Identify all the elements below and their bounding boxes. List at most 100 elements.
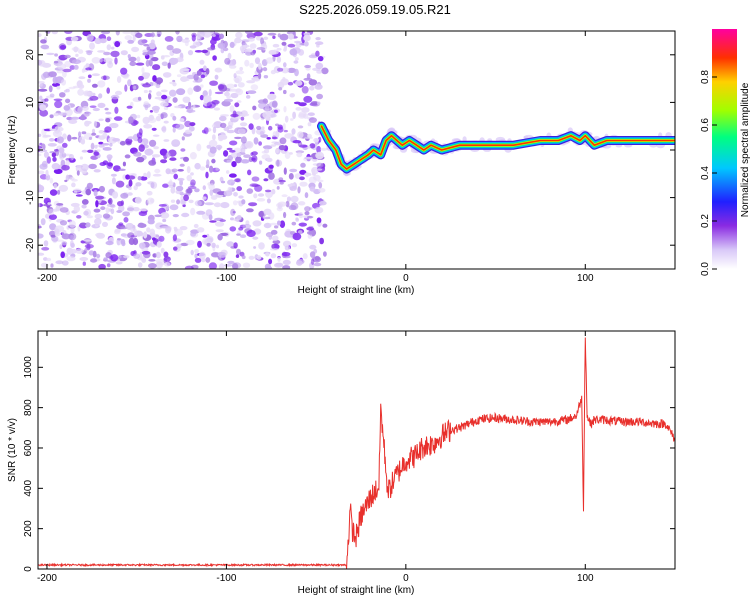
- noise-blob: [38, 33, 42, 37]
- noise-blob: [145, 59, 150, 67]
- noise-blob: [53, 183, 57, 189]
- noise-blob: [86, 182, 93, 190]
- noise-blob: [161, 226, 170, 229]
- noise-blob: [54, 149, 59, 152]
- noise-blob: [128, 186, 132, 190]
- noise-blob: [127, 39, 135, 44]
- noise-blob: [177, 177, 185, 181]
- noise-blob: [39, 83, 43, 87]
- noise-blob: [174, 228, 184, 236]
- noise-blob: [197, 31, 205, 38]
- noise-blob: [270, 144, 277, 147]
- noise-blob: [313, 138, 320, 143]
- noise-blob: [140, 176, 148, 181]
- noise-blob: [73, 107, 82, 114]
- noise-blob: [194, 249, 200, 254]
- noise-blob: [76, 170, 80, 176]
- noise-blob: [154, 214, 162, 218]
- noise-blob: [306, 227, 315, 231]
- noise-blob: [276, 206, 283, 212]
- noise-blob: [253, 246, 257, 249]
- noise-blob: [238, 195, 244, 199]
- noise-blob: [214, 67, 223, 73]
- noise-blob: [188, 101, 192, 108]
- snr-line: [38, 337, 675, 569]
- noise-blob: [262, 145, 273, 150]
- noise-blob: [213, 202, 222, 208]
- noise-blob: [128, 237, 135, 245]
- noise-blob: [84, 244, 94, 249]
- noise-blob: [202, 234, 208, 238]
- noise-blob: [149, 110, 153, 113]
- noise-blob: [208, 139, 218, 147]
- noise-blob: [296, 260, 303, 266]
- noise-blob: [211, 158, 216, 164]
- noise-blob: [101, 143, 110, 146]
- noise-blob: [98, 141, 104, 145]
- noise-blob: [39, 104, 47, 111]
- noise-blob: [295, 107, 302, 111]
- noise-blob: [305, 172, 309, 178]
- noise-blob: [97, 50, 106, 53]
- noise-blob: [38, 184, 45, 192]
- noise-blob: [208, 89, 212, 97]
- noise-blob: [287, 81, 294, 86]
- noise-blob: [46, 52, 55, 56]
- noise-blob: [61, 164, 70, 171]
- noise-blob: [106, 87, 110, 94]
- noise-blob: [183, 194, 190, 202]
- noise-blob: [176, 74, 182, 78]
- noise-blob: [209, 220, 217, 223]
- noise-blob: [194, 200, 202, 207]
- noise-blob: [199, 166, 206, 171]
- noise-blob: [143, 231, 148, 239]
- noise-blob: [69, 65, 76, 70]
- noise-blob: [83, 210, 89, 216]
- noise-blob: [276, 159, 280, 167]
- noise-blob: [112, 138, 120, 142]
- noise-blob: [103, 75, 107, 81]
- noise-blob: [150, 39, 155, 45]
- noise-blob: [309, 244, 317, 250]
- noise-blob: [135, 182, 142, 187]
- noise-blob: [137, 39, 146, 46]
- noise-blob: [95, 232, 104, 238]
- colorbar-tick-label: 0.6: [700, 118, 711, 132]
- noise-blob: [149, 228, 155, 236]
- noise-blob: [239, 122, 248, 127]
- noise-blob: [56, 70, 65, 74]
- noise-blob: [278, 87, 283, 91]
- noise-blob: [292, 140, 302, 144]
- noise-blob: [85, 63, 90, 67]
- noise-blob: [175, 123, 185, 130]
- noise-blob: [283, 167, 287, 175]
- noise-blob: [234, 77, 240, 84]
- noise-blob: [194, 77, 203, 83]
- noise-blob: [165, 168, 171, 175]
- noise-blob: [71, 59, 81, 65]
- noise-blob: [146, 171, 151, 179]
- noise-blob: [235, 31, 243, 39]
- noise-blob: [75, 53, 79, 58]
- noise-blob: [310, 258, 315, 265]
- noise-blob: [111, 177, 116, 185]
- noise-blob: [166, 44, 174, 51]
- noise-blob: [115, 261, 123, 265]
- noise-blob: [160, 212, 170, 219]
- noise-blob: [148, 160, 157, 166]
- noise-blob: [263, 148, 270, 154]
- noise-blob: [240, 116, 245, 121]
- noise-blob: [41, 62, 52, 68]
- noise-blob: [275, 123, 280, 127]
- noise-blob: [155, 77, 163, 84]
- noise-blob: [274, 225, 279, 229]
- noise-blob: [186, 106, 193, 114]
- noise-blob: [180, 68, 190, 71]
- noise-blob: [220, 180, 226, 184]
- noise-blob: [294, 68, 299, 77]
- noise-blob: [55, 260, 64, 265]
- noise-blob: [226, 170, 230, 174]
- noise-blob: [142, 52, 150, 56]
- noise-blob: [68, 220, 76, 228]
- noise-blob: [203, 65, 207, 71]
